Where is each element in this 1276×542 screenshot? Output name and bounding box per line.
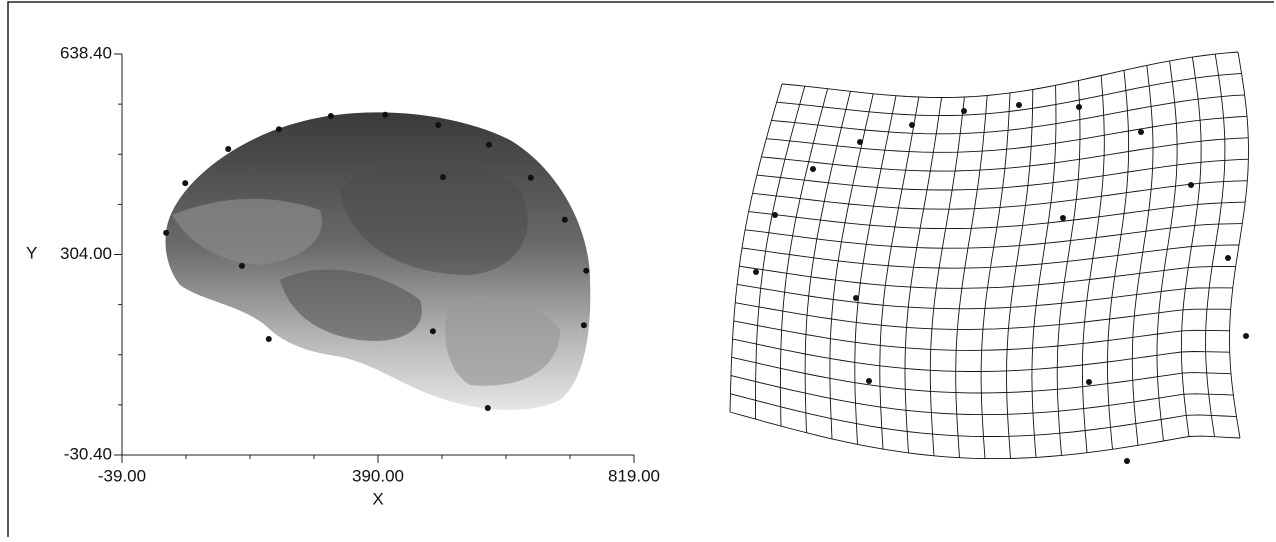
- landmark: [440, 174, 447, 181]
- grid-col: [904, 97, 943, 453]
- landmark: [580, 322, 587, 329]
- landmark: [435, 121, 442, 128]
- grid-col: [779, 88, 829, 427]
- landmark: [163, 229, 170, 236]
- grid-col: [804, 91, 851, 433]
- grid-col: [1180, 57, 1202, 437]
- landmark: [382, 111, 389, 118]
- warped-landmarks: [753, 102, 1249, 464]
- landmark: [485, 141, 492, 148]
- landmark: [527, 174, 534, 181]
- frame: [7, 1, 1274, 537]
- landmark: [484, 404, 491, 411]
- grid-col: [1056, 80, 1081, 456]
- y-tick-label: 304.00: [60, 244, 112, 263]
- landmark: [327, 112, 334, 119]
- grid-col: [955, 95, 988, 458]
- x-tick-label: 819.00: [608, 466, 660, 485]
- grid-col: [854, 95, 897, 445]
- grid-col: [1205, 54, 1226, 437]
- grid-col: [755, 86, 806, 420]
- grid-col: [729, 83, 783, 413]
- grid-col: [879, 96, 920, 450]
- x-tick-label: -39.00: [98, 466, 146, 485]
- landmark: [561, 216, 568, 223]
- deformation-grid: [729, 51, 1249, 460]
- landmark: [429, 328, 436, 335]
- x-axis-label: X: [372, 489, 383, 508]
- grid-col: [1081, 75, 1105, 453]
- y-tick-label: 638.40: [60, 43, 112, 62]
- grid-col: [980, 92, 1011, 459]
- landmark: [583, 267, 590, 274]
- grid-col: [1031, 85, 1057, 458]
- grid-col: [829, 93, 874, 439]
- grid-row: [781, 51, 1239, 98]
- landmark: [182, 180, 189, 187]
- landmark: [265, 336, 272, 343]
- x-tick-label: 390.00: [352, 466, 404, 485]
- landmark: [238, 262, 245, 269]
- y-axis-label: Y: [26, 243, 37, 262]
- y-tick-label: -30.40: [64, 444, 112, 463]
- specimen-image: [165, 112, 591, 410]
- grid-col: [1131, 65, 1154, 446]
- grid-col: [929, 96, 965, 456]
- grid-col: [1156, 60, 1178, 442]
- landmark: [225, 145, 232, 152]
- grid-col: [1229, 51, 1249, 439]
- grid-col: [1006, 89, 1034, 459]
- landmark: [275, 126, 282, 133]
- grid-col: [1107, 70, 1130, 450]
